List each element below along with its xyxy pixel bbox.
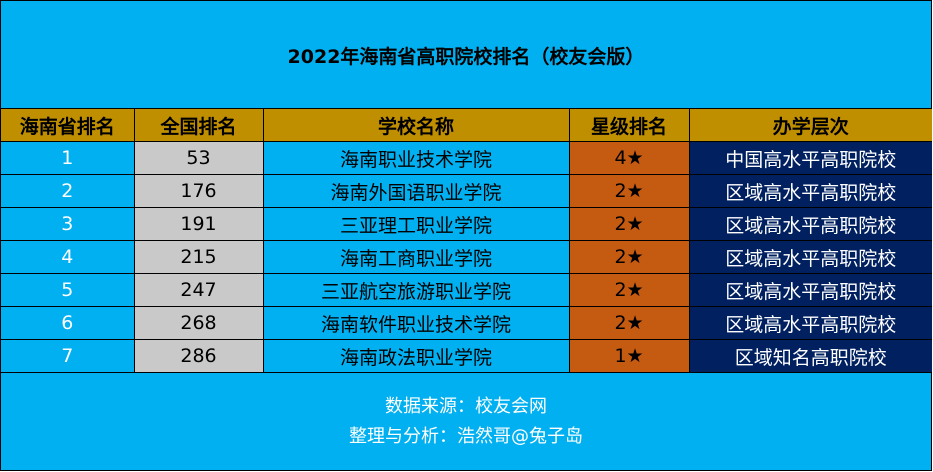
- school-name-cell: 海南职业技术学院: [263, 141, 570, 175]
- school-name-cell: 海南政法职业学院: [263, 339, 570, 373]
- page-title: 2022年海南省高职院校排名（校友会版）: [287, 46, 645, 68]
- school-name-cell: 海南软件职业技术学院: [263, 306, 570, 340]
- national-rank-cell: 268: [134, 306, 264, 340]
- national-rank-cell: 215: [134, 240, 264, 274]
- table-header-row: 海南省排名 全国排名 学校名称 星级排名 办学层次: [1, 108, 932, 142]
- province-rank-cell: 4: [1, 240, 135, 274]
- school-level-cell: 区域高水平高职院校: [689, 207, 932, 241]
- star-rank-cell: 1★: [569, 339, 690, 373]
- data-source-note: 数据来源：校友会网: [385, 395, 547, 417]
- header-national-rank: 全国排名: [134, 108, 264, 142]
- national-rank-cell: 286: [134, 339, 264, 373]
- star-rank-cell: 2★: [569, 174, 690, 208]
- school-level-cell: 中国高水平高职院校: [689, 141, 932, 175]
- national-rank-cell: 247: [134, 273, 264, 307]
- table-row: 5 247 三亚航空旅游职业学院 2★ 区域高水平高职院校: [1, 273, 932, 307]
- table-row: 7 286 海南政法职业学院 1★ 区域知名高职院校: [1, 339, 932, 373]
- province-rank-cell: 1: [1, 141, 135, 175]
- header-star-rank: 星级排名: [569, 108, 690, 142]
- table-row: 2 176 海南外国语职业学院 2★ 区域高水平高职院校: [1, 174, 932, 208]
- header-province-rank: 海南省排名: [1, 108, 135, 142]
- school-name-cell: 海南外国语职业学院: [263, 174, 570, 208]
- ranking-table: 海南省排名 全国排名 学校名称 星级排名 办学层次 1 53 海南职业技术学院 …: [1, 108, 932, 373]
- table-row: 1 53 海南职业技术学院 4★ 中国高水平高职院校: [1, 141, 932, 175]
- star-rank-cell: 2★: [569, 240, 690, 274]
- star-rank-cell: 4★: [569, 141, 690, 175]
- province-rank-cell: 3: [1, 207, 135, 241]
- school-name-cell: 海南工商职业学院: [263, 240, 570, 274]
- star-rank-cell: 2★: [569, 273, 690, 307]
- school-level-cell: 区域高水平高职院校: [689, 273, 932, 307]
- school-level-cell: 区域高水平高职院校: [689, 240, 932, 274]
- table-row: 6 268 海南软件职业技术学院 2★ 区域高水平高职院校: [1, 306, 932, 340]
- school-level-cell: 区域知名高职院校: [689, 339, 932, 373]
- star-rank-cell: 2★: [569, 306, 690, 340]
- star-rank-cell: 2★: [569, 207, 690, 241]
- province-rank-cell: 6: [1, 306, 135, 340]
- footer-notes: 数据来源：校友会网 整理与分析：浩然哥@兔子岛: [1, 373, 931, 470]
- national-rank-cell: 53: [134, 141, 264, 175]
- school-level-cell: 区域高水平高职院校: [689, 306, 932, 340]
- national-rank-cell: 191: [134, 207, 264, 241]
- table-row: 4 215 海南工商职业学院 2★ 区域高水平高职院校: [1, 240, 932, 274]
- table-row: 3 191 三亚理工职业学院 2★ 区域高水平高职院校: [1, 207, 932, 241]
- province-rank-cell: 7: [1, 339, 135, 373]
- author-credit-note: 整理与分析：浩然哥@兔子岛: [349, 425, 583, 447]
- school-level-cell: 区域高水平高职院校: [689, 174, 932, 208]
- header-school-level: 办学层次: [689, 108, 932, 142]
- header-school-name: 学校名称: [263, 108, 570, 142]
- school-name-cell: 三亚航空旅游职业学院: [263, 273, 570, 307]
- national-rank-cell: 176: [134, 174, 264, 208]
- province-rank-cell: 2: [1, 174, 135, 208]
- school-name-cell: 三亚理工职业学院: [263, 207, 570, 241]
- province-rank-cell: 5: [1, 273, 135, 307]
